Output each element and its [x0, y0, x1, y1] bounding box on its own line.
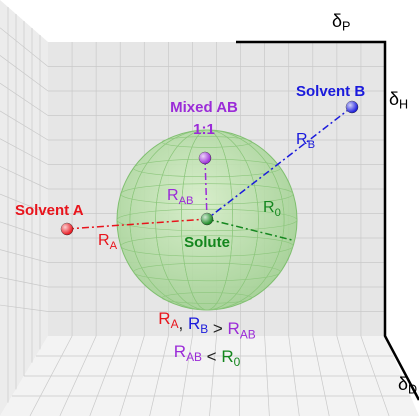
symbol: < — [202, 348, 221, 367]
subscript: 0 — [275, 207, 281, 219]
point-sublabel: 1:1 — [193, 121, 215, 138]
symbol: δ — [332, 11, 342, 31]
axis-label: δD — [398, 374, 417, 397]
subscript: AB — [186, 350, 202, 364]
symbol: > — [208, 320, 227, 339]
symbol: δ — [398, 374, 408, 394]
symbol: R — [158, 309, 170, 328]
point-label: Solvent A — [15, 202, 84, 219]
diagram: Solvent ASolvent BMixed AB1:1SoluteδPδHδ… — [0, 0, 419, 416]
symbol: R — [296, 131, 308, 148]
symbol: R — [98, 232, 110, 249]
subscript: A — [171, 317, 179, 331]
point-label: Mixed AB — [170, 99, 238, 116]
point-shine — [199, 152, 211, 164]
subscript: AB — [179, 195, 194, 207]
symbol: δ — [389, 89, 399, 109]
subscript: AB — [240, 327, 256, 341]
subscript: P — [342, 20, 350, 34]
subscript: 0 — [234, 355, 241, 369]
subscript: H — [399, 98, 408, 112]
subscript: B — [200, 322, 208, 336]
symbol: R — [263, 199, 275, 216]
subscript: A — [110, 240, 118, 252]
axis-label: δH — [389, 89, 408, 112]
symbol: R — [167, 187, 179, 204]
symbol: R — [228, 320, 240, 339]
point-shine — [346, 101, 358, 113]
subscript: D — [408, 383, 417, 397]
point-label: Solute — [184, 234, 230, 251]
symbol: R — [221, 348, 233, 367]
symbol: R — [174, 342, 186, 361]
point-shine — [61, 223, 73, 235]
symbol: , — [179, 315, 188, 334]
axis-label: δP — [332, 11, 350, 34]
point-label: Solvent B — [296, 83, 365, 100]
point-shine — [201, 213, 213, 225]
subscript: B — [308, 139, 315, 151]
symbol: R — [188, 315, 200, 334]
